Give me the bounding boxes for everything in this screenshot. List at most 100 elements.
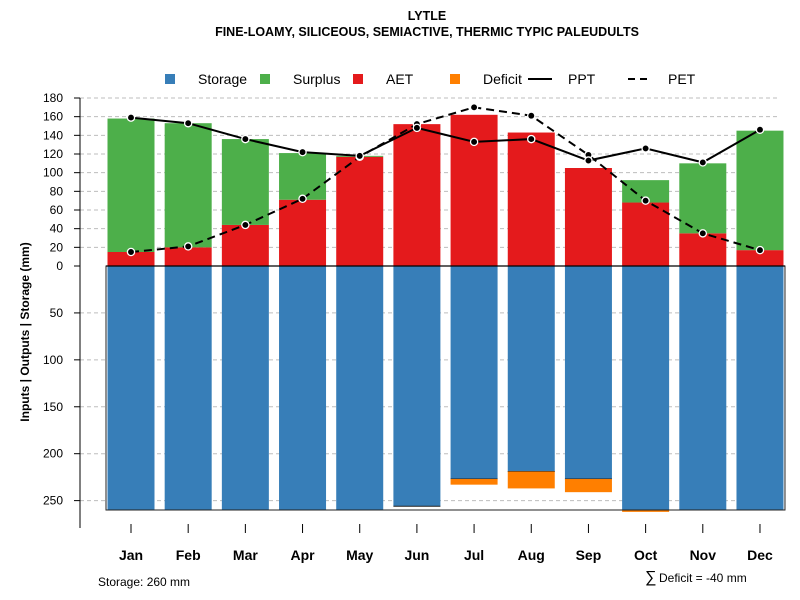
bar-aet-apr — [279, 199, 327, 266]
bar-aet-oct — [622, 202, 670, 266]
bar-aet-may — [336, 156, 384, 266]
y-tick-label-0: 0 — [56, 259, 63, 273]
legend-label-aet: AET — [386, 71, 414, 87]
ppt-point-sep — [584, 156, 593, 165]
y-tick-label-120: 120 — [43, 147, 63, 161]
y-tick-label-100: 100 — [43, 166, 63, 180]
bar-storage-mar — [221, 266, 269, 510]
bar-storage-may — [336, 266, 384, 510]
ppt-point-mar — [241, 134, 250, 144]
pet-point-apr — [298, 194, 307, 204]
bar-deficit-jul — [450, 479, 498, 485]
bar-surplus-apr — [279, 153, 327, 200]
bars — [107, 114, 784, 512]
deficit-note: Deficit = -40 mm — [659, 571, 747, 585]
plot-frame — [105, 265, 786, 511]
legend: Storage Surplus AET Deficit PPT PET — [165, 71, 696, 87]
x-tick-label-oct: Oct — [634, 547, 658, 563]
y-tick-label-250: 250 — [43, 494, 63, 508]
x-tick-label-nov: Nov — [690, 547, 717, 563]
legend-label-storage: Storage — [198, 71, 247, 87]
bar-deficit-oct — [622, 510, 670, 512]
ppt-point-feb — [183, 118, 193, 128]
y-axis-label: Inputs | Outputs | Storage (mm) — [18, 242, 32, 421]
legend-swatch-deficit — [450, 74, 460, 84]
ppt-line — [130, 116, 761, 164]
y-tick-label-20: 20 — [50, 240, 64, 254]
x-tick-label-feb: Feb — [176, 547, 201, 563]
bar-aet-dec — [736, 250, 784, 266]
bar-storage-feb — [164, 266, 212, 510]
bar-storage-aug — [507, 266, 555, 472]
bar-storage-oct — [622, 266, 670, 510]
bar-aet-nov — [679, 233, 727, 266]
bar-aet-mar — [221, 224, 269, 266]
ppt-point-jul — [469, 137, 479, 147]
bar-storage-nov — [679, 266, 727, 510]
pet-point-feb — [183, 242, 193, 251]
bar-aet-jan — [107, 252, 155, 266]
pet-point-jul — [469, 103, 479, 112]
pet-point-nov — [698, 229, 708, 238]
chart-title: LYTLE — [408, 9, 446, 23]
pet-point-mar — [241, 220, 250, 230]
y-tick-label-200: 200 — [43, 447, 63, 461]
ppt-point-dec — [755, 125, 765, 134]
ppt-point-apr — [298, 147, 307, 157]
ppt-point-nov — [698, 158, 708, 167]
bar-deficit-aug — [507, 471, 555, 489]
chart-subtitle: FINE-LOAMY, SILICEOUS, SEMIACTIVE, THERM… — [215, 25, 639, 39]
x-tick-label-sep: Sep — [576, 547, 602, 563]
series-lines — [126, 103, 765, 257]
bar-surplus-jan — [107, 118, 155, 253]
bar-surplus-oct — [622, 180, 670, 203]
axes: 0 20 40 60 80 100 120 140 160 180 50 100 150 200 250 Ja… — [43, 91, 773, 563]
pet-point-aug — [527, 111, 536, 120]
pet-point-oct — [641, 196, 650, 205]
legend-label-deficit: Deficit — [483, 71, 522, 87]
bar-aet-sep — [564, 168, 612, 266]
x-tick-label-may: May — [346, 547, 373, 563]
legend-swatch-aet — [353, 74, 363, 84]
bar-surplus-nov — [679, 163, 727, 234]
x-tick-label-aug: Aug — [518, 547, 545, 563]
bar-storage-jul — [450, 266, 498, 480]
x-tick-label-jan: Jan — [119, 547, 143, 563]
bar-aet-aug — [507, 132, 555, 266]
ppt-point-aug — [527, 134, 536, 144]
legend-label-pet: PET — [668, 71, 696, 87]
y-tick-label-100: 100 — [43, 353, 63, 367]
x-tick-label-dec: Dec — [747, 547, 773, 563]
storage-note: Storage: 260 mm — [98, 575, 190, 589]
bar-deficit-sep — [564, 479, 612, 493]
bar-storage-jun — [393, 266, 441, 507]
legend-label-surplus: Surplus — [293, 71, 340, 87]
legend-label-ppt: PPT — [568, 71, 596, 87]
y-tick-label-50: 50 — [50, 306, 64, 320]
ppt-point-jun — [412, 123, 422, 133]
ppt-point-may — [355, 151, 364, 161]
y-tick-label-140: 140 — [43, 128, 63, 142]
bar-surplus-dec — [736, 130, 784, 251]
bar-storage-jan — [107, 266, 155, 510]
y-tick-label-40: 40 — [50, 222, 64, 236]
pet-point-jan — [126, 247, 136, 257]
x-tick-label-jul: Jul — [464, 547, 484, 563]
x-tick-label-jun: Jun — [404, 547, 429, 563]
bar-surplus-feb — [164, 123, 212, 248]
sum-symbol: ∑ — [645, 569, 656, 586]
bar-aet-jun — [393, 124, 441, 266]
pet-line — [130, 106, 761, 253]
ppt-point-oct — [641, 144, 650, 153]
y-tick-label-180: 180 — [43, 91, 63, 105]
legend-swatch-surplus — [260, 74, 270, 84]
y-tick-label-60: 60 — [50, 203, 64, 217]
ppt-point-jan — [126, 113, 136, 122]
bar-storage-sep — [564, 266, 612, 480]
y-tick-label-80: 80 — [50, 184, 64, 198]
bar-aet-feb — [164, 247, 212, 266]
x-tick-label-apr: Apr — [290, 547, 315, 563]
bar-storage-dec — [736, 266, 784, 510]
x-tick-label-mar: Mar — [233, 547, 258, 563]
pet-point-dec — [755, 245, 765, 255]
